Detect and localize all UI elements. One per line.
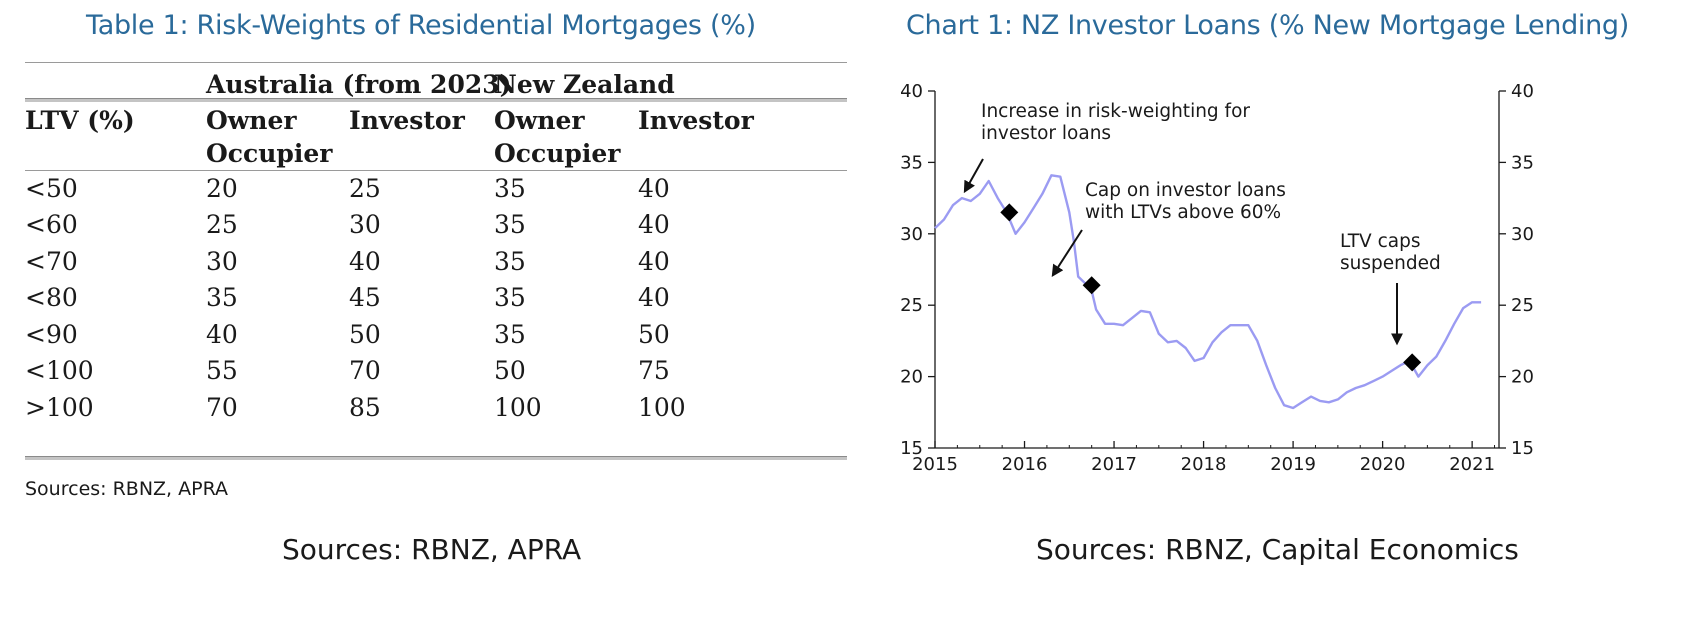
line-chart: 15 20 25 30 35 40 15 20 25 30 35 40 2015 2016 2017 20… <box>900 81 1534 475</box>
table-cell: 35 <box>494 247 526 276</box>
col-header-line: Occupier <box>206 139 333 168</box>
table-cell: 70 <box>206 393 238 422</box>
chart-caption: Sources: RBNZ, Capital Economics <box>1036 533 1519 566</box>
table-cell: 35 <box>494 283 526 312</box>
table-cell: <80 <box>25 283 78 312</box>
table-bottom-rule <box>25 456 847 460</box>
table-cell: 35 <box>206 283 238 312</box>
table-cell: 30 <box>349 210 381 239</box>
annotation-marker-diamond <box>1000 203 1019 222</box>
table-body-rule <box>25 170 847 171</box>
table-cell: 55 <box>206 356 238 385</box>
x-tick-label: 2016 <box>1002 454 1048 475</box>
table-header-rule <box>25 98 847 102</box>
table-cell: >100 <box>25 393 94 422</box>
table-cell: 70 <box>349 356 381 385</box>
y-tick-label-right: 25 <box>1511 295 1534 316</box>
annotation-arrow <box>1051 229 1083 278</box>
annotation-label: LTV caps suspended <box>1340 231 1441 274</box>
table-top-rule <box>25 62 847 63</box>
table-cell: <60 <box>25 210 78 239</box>
col-header-au-owner: Owner Occupier <box>206 104 332 170</box>
y-tick-label-left: 35 <box>900 152 923 173</box>
table-cell: 50 <box>494 356 526 385</box>
table-cell: <70 <box>25 247 78 276</box>
table-cell: 35 <box>494 210 526 239</box>
table-cell: 35 <box>494 320 526 349</box>
series-line-nz-investor-loans <box>934 174 1482 410</box>
table-title: Table 1: Risk-Weights of Residential Mor… <box>86 10 756 41</box>
ltv-header: LTV (%) <box>25 106 135 135</box>
table-cell: 20 <box>206 174 238 203</box>
x-tick-label: 2017 <box>1091 454 1137 475</box>
annotation-label-line: investor loans <box>981 123 1111 144</box>
x-tick-label: 2020 <box>1360 454 1406 475</box>
table-cell: 40 <box>638 174 670 203</box>
table-cell: <50 <box>25 174 78 203</box>
table-cell: 40 <box>349 247 381 276</box>
y-tick-label-right: 35 <box>1511 152 1534 173</box>
table-cell: 100 <box>494 393 542 422</box>
annotation-label-line: suspended <box>1340 253 1441 274</box>
x-tick-label: 2019 <box>1270 454 1316 475</box>
col-header-line: Investor <box>638 106 754 135</box>
group-header-new-zealand: New Zealand <box>494 70 675 99</box>
group-header-australia: Australia (from 2023) <box>206 70 512 99</box>
table-cell: 100 <box>638 393 686 422</box>
annotation-label-line: LTV caps <box>1340 231 1421 252</box>
annotation-marker-diamond <box>1403 353 1422 372</box>
y-tick-label-right: 20 <box>1511 367 1534 388</box>
table-cell: 40 <box>206 320 238 349</box>
y-tick-label-right: 15 <box>1511 438 1534 459</box>
y-tick-label-left: 30 <box>900 224 923 245</box>
col-header-nz-owner: Owner Occupier <box>494 104 620 170</box>
col-header-line: Owner <box>206 106 297 135</box>
col-header-line: Occupier <box>494 139 621 168</box>
table-caption: Sources: RBNZ, APRA <box>282 533 582 566</box>
table-cell: 40 <box>638 210 670 239</box>
col-header-nz-investor: Investor <box>638 104 754 137</box>
y-tick-label-left: 25 <box>900 295 923 316</box>
x-tick-label: 2021 <box>1449 454 1495 475</box>
table-cell: 50 <box>638 320 670 349</box>
table-cell: 35 <box>494 174 526 203</box>
table-cell: 85 <box>349 393 381 422</box>
annotation-label-line: Cap on investor loans <box>1085 180 1286 201</box>
annotation-label-line: with LTVs above 60% <box>1085 202 1281 223</box>
table-cell: <100 <box>25 356 94 385</box>
annotation-marker-diamond <box>1082 276 1101 295</box>
y-tick-label-left: 20 <box>900 367 923 388</box>
annotation-label: Increase in risk-weighting for investor l… <box>981 101 1250 144</box>
col-header-line: Investor <box>349 106 465 135</box>
chart-title: Chart 1: NZ Investor Loans (% New Mortga… <box>906 10 1630 41</box>
col-header-line: Owner <box>494 106 585 135</box>
y-tick-label-right: 30 <box>1511 224 1534 245</box>
x-tick-label: 2018 <box>1181 454 1227 475</box>
table-cell: 25 <box>349 174 381 203</box>
table-cell: 50 <box>349 320 381 349</box>
annotation-label: Cap on investor loans with LTVs above 60% <box>1085 180 1286 223</box>
table-cell: 30 <box>206 247 238 276</box>
table-cell: <90 <box>25 320 78 349</box>
y-tick-label-left: 15 <box>900 438 923 459</box>
y-tick-label-left: 40 <box>900 81 923 102</box>
table-cell: 40 <box>638 283 670 312</box>
annotation-label-line: Increase in risk-weighting for <box>981 101 1250 122</box>
table-cell: 25 <box>206 210 238 239</box>
y-tick-label-right: 40 <box>1511 81 1534 102</box>
table-cell: 75 <box>638 356 670 385</box>
table-cell: 45 <box>349 283 381 312</box>
table-source-note: Sources: RBNZ, APRA <box>25 478 229 500</box>
table-cell: 40 <box>638 247 670 276</box>
x-tick-label: 2015 <box>912 454 958 475</box>
annotation-arrow <box>963 158 984 194</box>
col-header-au-investor: Investor <box>349 104 465 137</box>
